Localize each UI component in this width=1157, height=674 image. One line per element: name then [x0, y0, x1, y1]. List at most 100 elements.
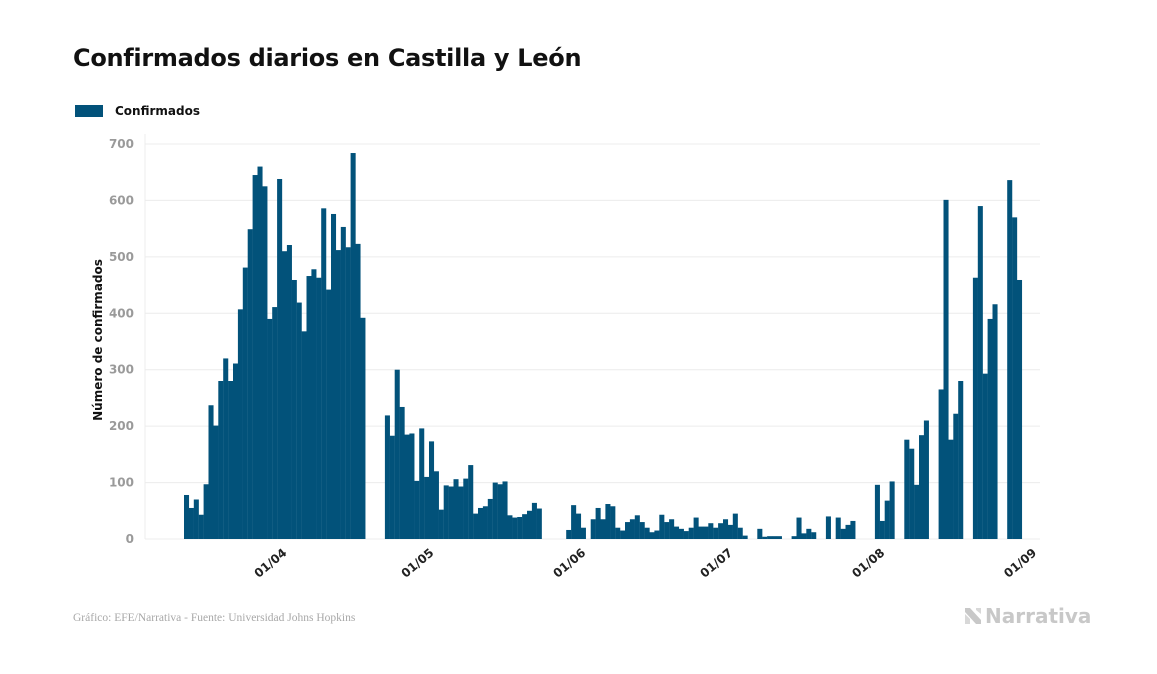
bar	[360, 317, 366, 539]
bar	[845, 524, 851, 539]
y-tick-label: 300	[109, 363, 134, 377]
bar	[429, 441, 435, 539]
bar	[272, 307, 278, 539]
bar	[497, 484, 503, 539]
y-tick-label: 500	[109, 250, 134, 264]
narrativa-logo-icon	[965, 608, 981, 624]
bar	[247, 229, 253, 539]
y-tick-label: 600	[109, 193, 134, 207]
bar	[291, 279, 297, 539]
bar	[874, 484, 880, 539]
x-tick-label: 01/07	[697, 546, 735, 581]
bar	[237, 309, 243, 539]
bar	[311, 269, 317, 539]
bar	[580, 527, 586, 539]
bar	[762, 536, 768, 539]
bar	[394, 369, 400, 539]
bar	[904, 439, 910, 539]
bar	[414, 480, 420, 539]
bar	[443, 485, 449, 539]
bar	[389, 435, 395, 539]
bar	[527, 510, 533, 539]
bar	[659, 514, 665, 539]
bar	[796, 517, 802, 539]
bar	[335, 250, 341, 539]
bar	[296, 302, 302, 539]
bar	[1012, 217, 1018, 540]
bar	[674, 526, 680, 539]
bar	[478, 507, 484, 539]
bar	[502, 481, 508, 539]
bar	[972, 277, 978, 539]
y-axis-ticks: 0 100 200 300 400 500 600 700	[109, 137, 134, 546]
bar	[184, 494, 190, 539]
bar	[776, 536, 782, 539]
bar	[879, 520, 885, 539]
bar	[629, 519, 635, 539]
bar	[1017, 279, 1023, 539]
bar	[355, 243, 361, 539]
bar	[507, 515, 513, 539]
bar	[825, 516, 831, 539]
bar	[277, 178, 283, 540]
bar	[811, 532, 817, 539]
bar	[512, 517, 518, 539]
brand-name: Narrativa	[985, 604, 1092, 628]
bar	[693, 517, 699, 539]
bar	[835, 517, 841, 539]
bar	[992, 304, 998, 539]
bar	[267, 318, 273, 539]
bar	[943, 199, 949, 540]
source-credit: Gráfico: EFE/Narrativa - Fuente: Univers…	[73, 612, 356, 624]
y-tick-label: 400	[109, 306, 134, 320]
bar	[536, 508, 542, 539]
bar	[850, 520, 856, 539]
bar	[571, 505, 577, 539]
bar	[718, 523, 724, 539]
bar	[409, 433, 415, 539]
bar	[639, 522, 645, 539]
y-tick-label: 0	[126, 532, 134, 546]
bar	[492, 482, 498, 539]
bar	[600, 519, 606, 539]
bar	[404, 434, 410, 539]
bar	[522, 514, 528, 539]
bar	[772, 536, 778, 539]
bar	[242, 267, 248, 539]
bar	[987, 318, 993, 539]
bar	[331, 213, 337, 539]
bar	[262, 186, 268, 539]
bar	[517, 516, 523, 539]
bar	[453, 479, 459, 539]
bar	[566, 529, 572, 539]
x-tick-label: 01/04	[252, 546, 290, 581]
bar	[982, 373, 988, 539]
bar	[840, 528, 846, 539]
bar	[723, 519, 729, 539]
bar	[801, 533, 807, 539]
x-tick-label: 01/09	[1001, 546, 1039, 581]
bar	[698, 526, 704, 539]
bar	[208, 405, 214, 539]
x-tick-label: 01/05	[399, 546, 437, 581]
bar	[419, 428, 425, 539]
bar	[708, 523, 714, 539]
bar	[620, 530, 626, 539]
bar	[306, 276, 312, 539]
bars	[184, 153, 1023, 540]
bar	[884, 500, 890, 539]
bar	[590, 519, 596, 539]
bar	[615, 527, 621, 539]
bar	[1007, 180, 1013, 540]
bar	[767, 536, 773, 539]
bar	[424, 476, 430, 539]
bar	[644, 527, 650, 539]
bar	[433, 471, 439, 539]
bar	[654, 530, 660, 539]
bar	[340, 226, 346, 539]
bar	[282, 251, 288, 539]
bar	[625, 522, 631, 539]
y-axis-title: Número de confirmados	[91, 259, 105, 421]
x-tick-label: 01/06	[550, 546, 588, 581]
bar	[909, 448, 915, 539]
